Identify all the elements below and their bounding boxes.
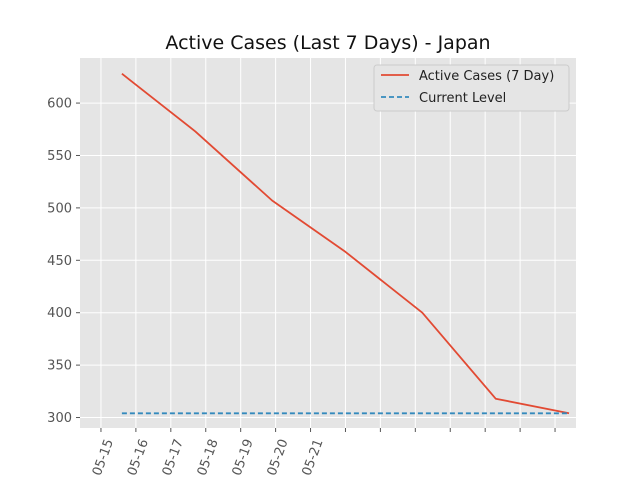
grid	[80, 58, 576, 428]
y-tick-label: 500	[47, 201, 72, 216]
legend-label-active-cases: Active Cases (7 Day)	[419, 69, 554, 84]
legend-label-current-level: Current Level	[419, 91, 506, 106]
series-layer	[121, 72, 570, 415]
y-tick-label: 350	[47, 359, 72, 374]
chart-title: Active Cases (Last 7 Days) - Japan	[165, 32, 490, 54]
y-tick-label: 300	[47, 411, 72, 426]
y-tick-label: 450	[47, 254, 72, 269]
legend-box	[373, 64, 570, 112]
series-line-active-cases-7-day	[121, 72, 570, 415]
plot-area	[80, 58, 576, 428]
y-axis: 300 350 400 450 500 550 600	[47, 97, 80, 426]
legend: Active Cases (7 Day) Current Level	[373, 64, 570, 112]
y-tick-label: 600	[47, 97, 72, 112]
y-tick-label: 400	[47, 306, 72, 321]
y-tick-label: 550	[47, 149, 72, 164]
